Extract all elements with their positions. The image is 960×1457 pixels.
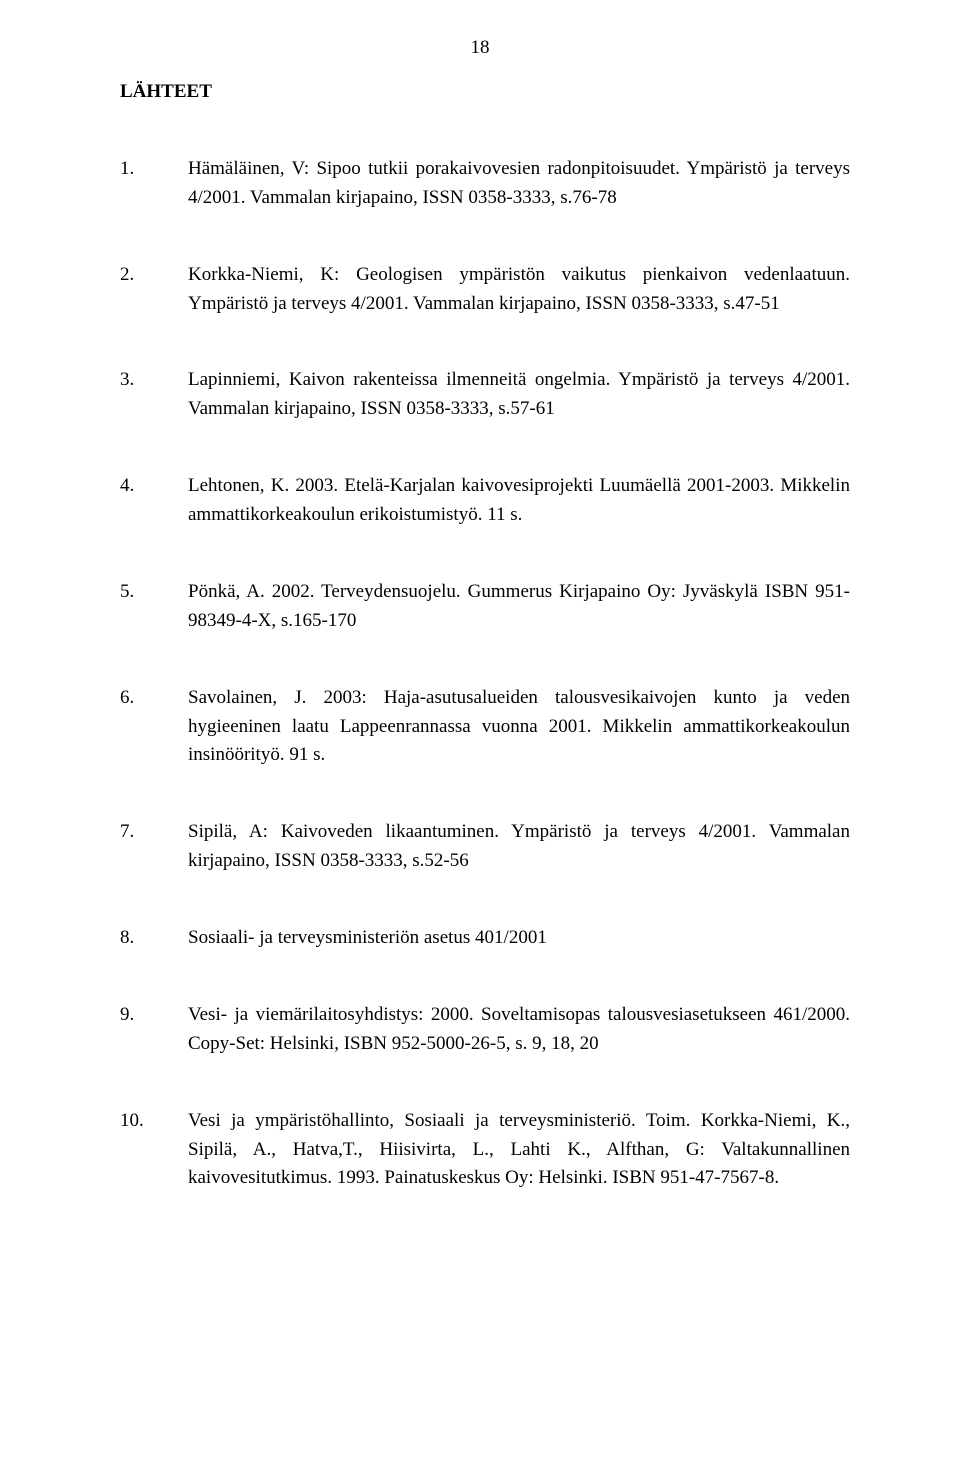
section-title: LÄHTEET <box>120 78 850 107</box>
reference-item: 1.Hämäläinen, V: Sipoo tutkii porakaivov… <box>120 155 850 213</box>
reference-number: 1. <box>120 155 188 213</box>
reference-number: 7. <box>120 818 188 876</box>
reference-text: Vesi- ja viemärilaitosyhdistys: 2000. So… <box>188 1001 850 1059</box>
reference-text: Savolainen, J. 2003: Haja-asutusalueiden… <box>188 684 850 771</box>
reference-text: Vesi ja ympäristöhallinto, Sosiaali ja t… <box>188 1107 850 1194</box>
reference-text: Lehtonen, K. 2003. Etelä-Karjalan kaivov… <box>188 472 850 530</box>
reference-item: 10.Vesi ja ympäristöhallinto, Sosiaali j… <box>120 1107 850 1194</box>
reference-item: 4.Lehtonen, K. 2003. Etelä-Karjalan kaiv… <box>120 472 850 530</box>
reference-number: 5. <box>120 578 188 636</box>
reference-item: 6.Savolainen, J. 2003: Haja-asutusalueid… <box>120 684 850 771</box>
reference-text: Sosiaali- ja terveysministeriön asetus 4… <box>188 924 850 953</box>
reference-text: Lapinniemi, Kaivon rakenteissa ilmenneit… <box>188 366 850 424</box>
page-number: 18 <box>0 34 960 63</box>
reference-item: 9.Vesi- ja viemärilaitosyhdistys: 2000. … <box>120 1001 850 1059</box>
reference-text: Pönkä, A. 2002. Terveydensuojelu. Gummer… <box>188 578 850 636</box>
reference-number: 2. <box>120 261 188 319</box>
reference-number: 4. <box>120 472 188 530</box>
reference-item: 5.Pönkä, A. 2002. Terveydensuojelu. Gumm… <box>120 578 850 636</box>
reference-text: Hämäläinen, V: Sipoo tutkii porakaivoves… <box>188 155 850 213</box>
reference-number: 6. <box>120 684 188 771</box>
reference-text: Sipilä, A: Kaivoveden likaantuminen. Ymp… <box>188 818 850 876</box>
reference-number: 8. <box>120 924 188 953</box>
reference-item: 7.Sipilä, A: Kaivoveden likaantuminen. Y… <box>120 818 850 876</box>
reference-item: 2.Korkka-Niemi, K: Geologisen ympäristön… <box>120 261 850 319</box>
references-list: 1.Hämäläinen, V: Sipoo tutkii porakaivov… <box>120 155 850 1193</box>
reference-number: 10. <box>120 1107 188 1194</box>
reference-number: 3. <box>120 366 188 424</box>
reference-item: 3.Lapinniemi, Kaivon rakenteissa ilmenne… <box>120 366 850 424</box>
reference-text: Korkka-Niemi, K: Geologisen ympäristön v… <box>188 261 850 319</box>
reference-number: 9. <box>120 1001 188 1059</box>
reference-item: 8.Sosiaali- ja terveysministeriön asetus… <box>120 924 850 953</box>
